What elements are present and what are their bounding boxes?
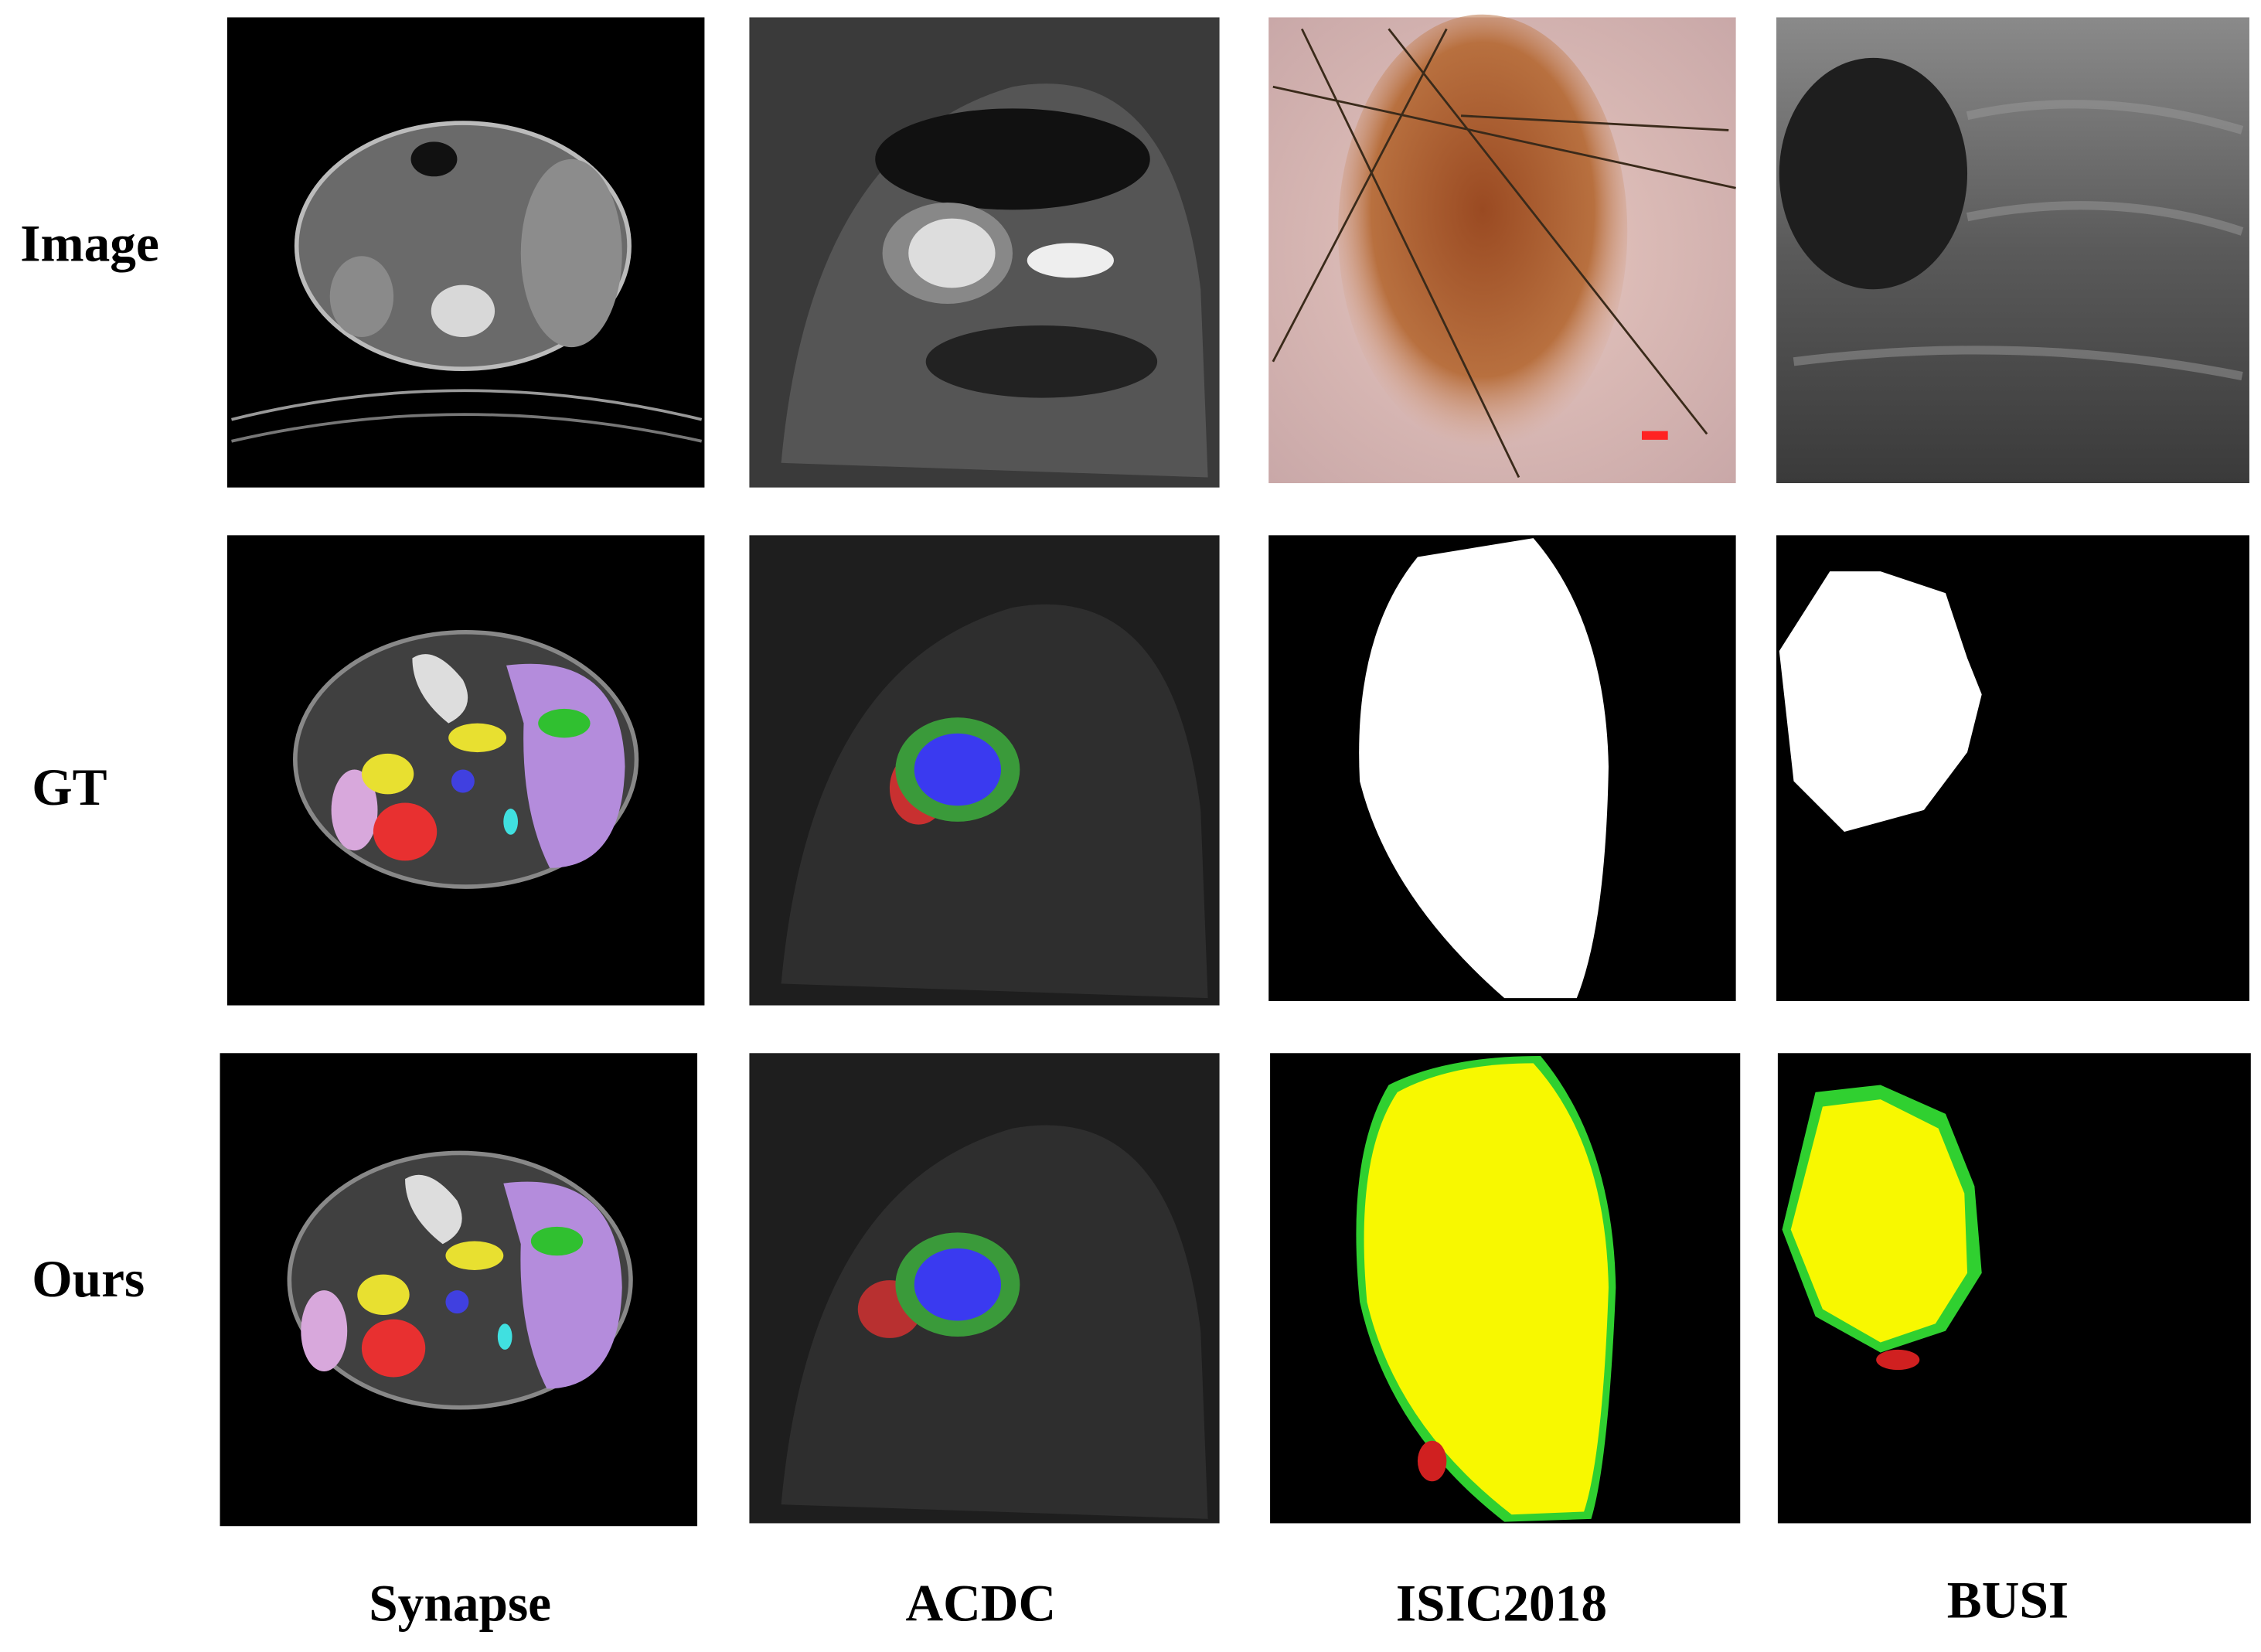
shape <box>448 723 507 753</box>
shape <box>520 158 622 348</box>
shape <box>530 1226 584 1256</box>
synapse-gt <box>226 535 705 1006</box>
isic-gt <box>1268 535 1736 1001</box>
synapse-image <box>226 17 705 488</box>
shape <box>1027 243 1114 278</box>
shape <box>405 1174 462 1245</box>
shape <box>301 1290 348 1371</box>
shape <box>1359 538 1609 999</box>
shape <box>361 753 414 795</box>
acdc-gt <box>749 535 1220 1006</box>
shape <box>1876 1349 1920 1371</box>
shape <box>925 325 1158 398</box>
shape <box>875 108 1150 210</box>
column-label: ACDC <box>906 1574 1057 1632</box>
shape <box>1417 1440 1447 1482</box>
shape <box>1779 571 1982 832</box>
shape <box>506 663 625 868</box>
shape <box>914 1248 1002 1321</box>
shape <box>1272 28 1736 479</box>
shape <box>331 769 378 851</box>
shape <box>1793 100 2244 381</box>
row-label: Image <box>20 214 159 272</box>
shape <box>412 654 468 724</box>
isic-ours <box>1270 1053 1741 1524</box>
shape <box>1338 14 1628 449</box>
column-label: Synapse <box>369 1574 551 1632</box>
shape <box>410 141 458 177</box>
shape <box>908 218 996 288</box>
shape <box>503 1181 622 1389</box>
acdc-image <box>749 17 1220 488</box>
busi-image <box>1776 17 2249 484</box>
shape <box>538 708 591 738</box>
shape <box>431 284 495 338</box>
shape <box>329 256 394 338</box>
shape <box>231 413 703 443</box>
shape <box>445 1290 469 1314</box>
shape <box>357 1274 410 1315</box>
acdc-ours <box>749 1053 1220 1524</box>
isic-image <box>1268 14 1736 484</box>
shape <box>1364 1063 1609 1515</box>
shape <box>497 1323 512 1350</box>
busi-ours <box>1777 1053 2251 1524</box>
column-label: BUSI <box>1947 1572 2069 1630</box>
busi-gt <box>1776 535 2249 1001</box>
shape <box>1641 431 1668 440</box>
shape <box>1790 1099 1968 1343</box>
synapse-ours <box>220 1053 698 1527</box>
shape <box>361 1319 426 1378</box>
shape <box>373 802 438 861</box>
row-label: GT <box>32 758 107 816</box>
shape <box>914 733 1002 806</box>
row-label: Ours <box>32 1250 145 1308</box>
shape <box>1779 57 1968 290</box>
shape <box>503 809 519 835</box>
column-label: ISIC2018 <box>1396 1574 1607 1632</box>
shape <box>231 389 703 421</box>
shape <box>445 1241 504 1270</box>
shape <box>451 769 475 793</box>
